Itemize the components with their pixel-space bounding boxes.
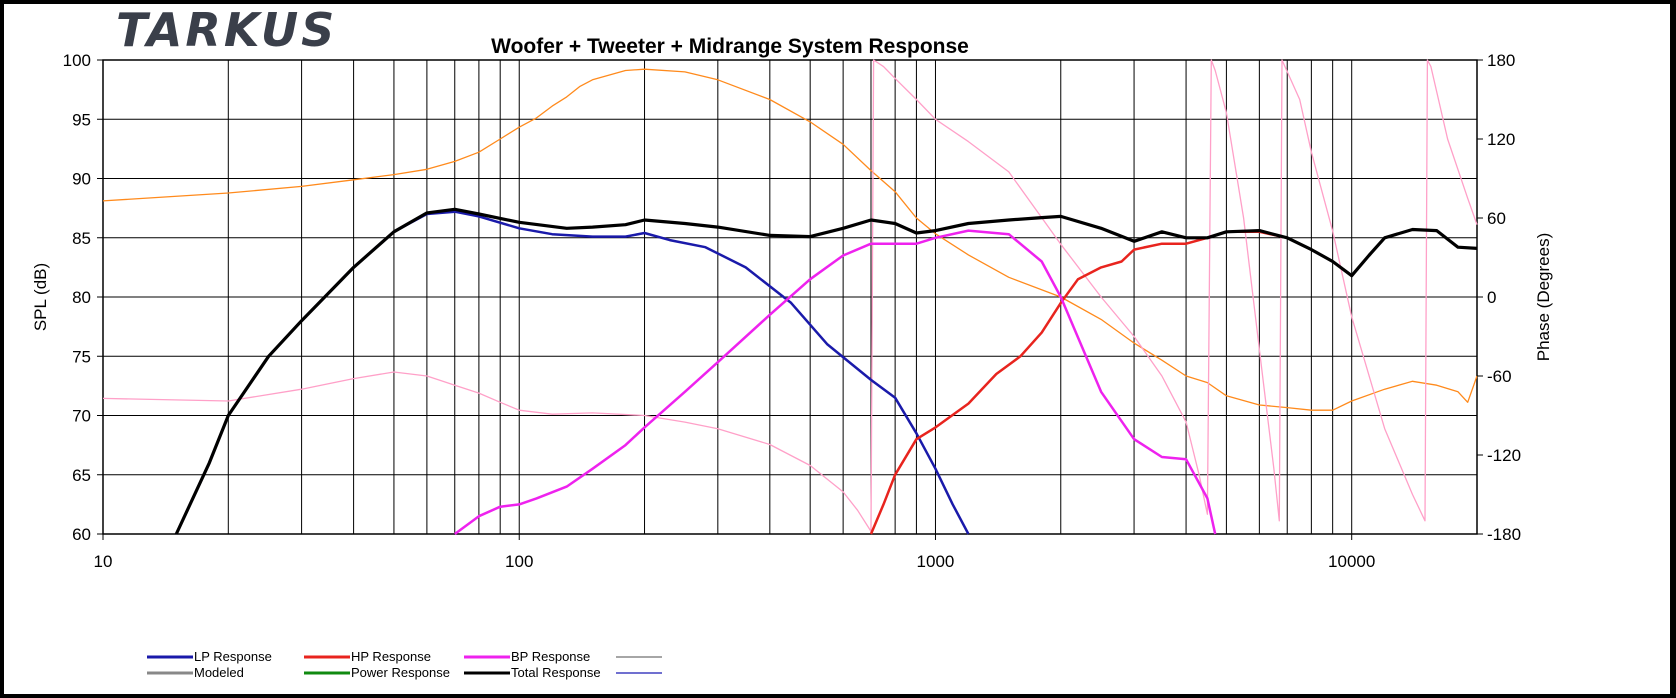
y-tick-label: 70 bbox=[72, 407, 91, 426]
legend-label: Power Response bbox=[351, 665, 450, 680]
x-tick-label: 1000 bbox=[917, 552, 955, 571]
legend-label: LP Response bbox=[194, 649, 272, 664]
brand-logo: TARKUS bbox=[116, 4, 337, 57]
y2-tick-label: 60 bbox=[1487, 209, 1506, 228]
y-tick-label: 95 bbox=[72, 110, 91, 129]
y-axis-ticks: 60 65 70 75 80 85 90 95 100 bbox=[63, 51, 103, 544]
series-line-phase-4 bbox=[102, 68, 1478, 411]
legend-label: Modeled bbox=[194, 665, 244, 680]
y-tick-label: 90 bbox=[72, 170, 91, 189]
y2-axis-label: Phase (Degrees) bbox=[1534, 233, 1553, 362]
y-tick-label: 65 bbox=[72, 466, 91, 485]
y2-axis-ticks: -180 -120 -60 0 60 120 180 bbox=[1477, 51, 1521, 544]
x-tick-label: 10000 bbox=[1328, 552, 1375, 571]
y-tick-label: 75 bbox=[72, 347, 91, 366]
series-line-bp-response bbox=[454, 229, 1217, 536]
y2-tick-label: 0 bbox=[1487, 288, 1496, 307]
y2-tick-label: -180 bbox=[1487, 525, 1521, 544]
y-axis-label: SPL (dB) bbox=[31, 263, 50, 331]
y-tick-label: 85 bbox=[72, 229, 91, 248]
y2-tick-label: -120 bbox=[1487, 446, 1521, 465]
series-line-total-response bbox=[174, 207, 1478, 535]
y-tick-label: 80 bbox=[72, 288, 91, 307]
series-layer bbox=[102, 59, 1478, 536]
y2-tick-label: -60 bbox=[1487, 367, 1512, 386]
y2-tick-label: 180 bbox=[1487, 51, 1515, 70]
chart-title: Woofer + Tweeter + Midrange System Respo… bbox=[491, 35, 969, 58]
chart-frame: TARKUS Woofer + Tweeter + Midrange Syste… bbox=[4, 4, 1670, 694]
series-line-phase-5 bbox=[102, 59, 1478, 533]
x-tick-label: 10 bbox=[94, 552, 113, 571]
y-tick-label: 60 bbox=[72, 525, 91, 544]
x-tick-label: 100 bbox=[505, 552, 533, 571]
x-axis-ticks: 10 100 1000 10000 bbox=[94, 534, 1375, 571]
legend: LP Response HP Response BP Response Modeled… bbox=[147, 649, 662, 680]
y2-tick-label: 120 bbox=[1487, 130, 1515, 149]
system-response-chart: TARKUS Woofer + Tweeter + Midrange Syste… bbox=[31, 4, 1553, 680]
legend-label: HP Response bbox=[351, 649, 431, 664]
legend-label: BP Response bbox=[511, 649, 590, 664]
y-tick-label: 100 bbox=[63, 51, 91, 70]
legend-label: Total Response bbox=[511, 665, 601, 680]
